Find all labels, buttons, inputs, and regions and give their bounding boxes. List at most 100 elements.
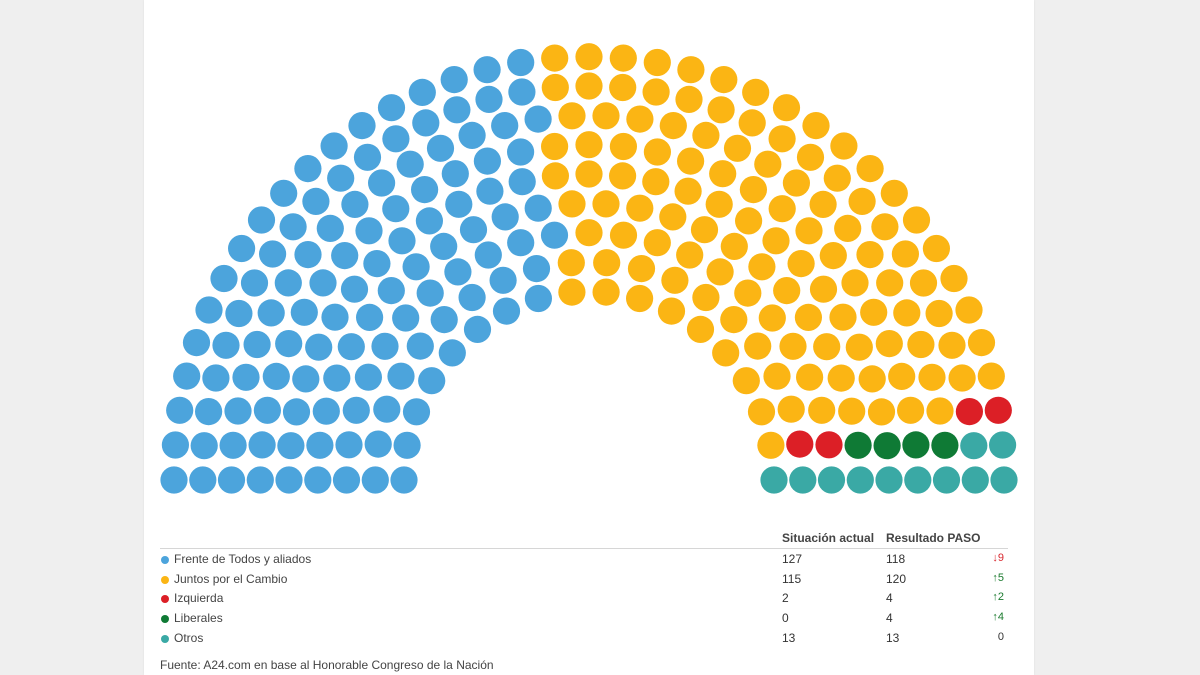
- seat-juntos: [705, 190, 733, 218]
- seat-frente: [274, 269, 302, 297]
- value-paso: 4: [886, 591, 893, 606]
- seat-frente: [440, 66, 468, 94]
- seat-frente: [248, 431, 276, 459]
- legend-dot-otros: [161, 634, 169, 643]
- seat-frente: [491, 203, 519, 231]
- seat-frente: [240, 269, 269, 297]
- seat-frente: [396, 150, 424, 178]
- seat-frente: [492, 297, 521, 325]
- seat-juntos: [592, 102, 620, 130]
- seat-frente: [225, 299, 253, 328]
- seat-frente: [361, 466, 389, 494]
- seat-frente: [524, 284, 552, 313]
- seat-frente: [320, 132, 348, 160]
- seat-juntos: [739, 176, 768, 204]
- seat-juntos: [575, 219, 603, 247]
- seat-otros: [932, 466, 961, 494]
- seat-juntos: [558, 278, 586, 306]
- seat-juntos: [592, 190, 620, 218]
- value-change: ↑5: [992, 571, 1004, 584]
- seat-otros: [990, 466, 1018, 494]
- value-paso: 4: [886, 611, 893, 626]
- seat-juntos: [977, 362, 1005, 390]
- seat-juntos: [609, 221, 638, 249]
- seat-frente: [219, 431, 247, 459]
- seat-juntos: [659, 112, 687, 140]
- seat-frente: [426, 134, 455, 162]
- seat-juntos: [779, 332, 807, 360]
- seat-juntos: [712, 339, 740, 367]
- value-change: ↑2: [992, 591, 1004, 604]
- seat-juntos: [796, 143, 825, 171]
- header-paso: Resultado PASO: [886, 531, 981, 545]
- seat-frente: [382, 125, 410, 153]
- seat-juntos: [902, 206, 931, 234]
- seat-frente: [277, 432, 305, 460]
- seat-juntos: [772, 94, 801, 122]
- seat-juntos: [657, 297, 686, 325]
- seat-frente: [443, 96, 471, 124]
- seat-frente: [247, 206, 276, 234]
- seat-juntos: [709, 160, 737, 188]
- seat-frente: [190, 432, 218, 460]
- seat-frente: [507, 229, 535, 257]
- header-actual: Situación actual: [782, 531, 875, 545]
- seat-juntos: [897, 396, 925, 424]
- seat-frente: [331, 242, 359, 270]
- seat-frente: [402, 253, 430, 281]
- seat-juntos: [710, 66, 738, 94]
- seat-frente: [337, 333, 365, 361]
- seat-juntos: [734, 279, 762, 307]
- seat-juntos: [955, 296, 983, 324]
- seat-frente: [377, 94, 406, 122]
- seat-frente: [392, 304, 420, 332]
- seat-otros: [846, 466, 874, 494]
- seat-frente: [415, 207, 443, 235]
- seat-juntos: [541, 73, 569, 102]
- seat-frente: [463, 315, 492, 343]
- seat-frente: [160, 466, 188, 494]
- seat-juntos: [848, 187, 876, 215]
- seat-juntos: [827, 364, 855, 392]
- seat-frente: [259, 240, 287, 268]
- seat-frente: [540, 221, 569, 249]
- seat-juntos: [967, 329, 996, 357]
- seat-frente: [342, 396, 370, 424]
- seat-juntos: [757, 431, 785, 459]
- seat-juntos: [758, 304, 786, 332]
- seat-juntos: [735, 207, 763, 235]
- seat-juntos: [558, 190, 586, 218]
- seat-juntos: [795, 217, 823, 245]
- seat-juntos: [918, 363, 946, 391]
- seat-juntos: [813, 333, 841, 361]
- seat-juntos: [888, 362, 916, 390]
- seat-frente: [356, 303, 384, 331]
- seat-otros: [960, 432, 988, 460]
- seat-frente: [438, 339, 466, 367]
- seat-juntos: [909, 269, 938, 297]
- seat-juntos: [782, 169, 811, 197]
- value-change: ↓9: [992, 552, 1004, 564]
- seat-juntos: [867, 398, 896, 426]
- seat-frente: [275, 466, 303, 494]
- seat-frente: [257, 299, 285, 327]
- seat-otros: [789, 466, 817, 494]
- seat-juntos: [686, 315, 715, 343]
- seat-juntos: [754, 150, 782, 178]
- seat-frente: [246, 466, 274, 494]
- seat-juntos: [609, 132, 637, 161]
- seat-izquierda: [786, 430, 814, 458]
- seat-juntos: [794, 303, 823, 331]
- seat-juntos: [948, 364, 976, 392]
- seat-liberales: [844, 431, 872, 459]
- seat-juntos: [609, 44, 637, 72]
- seat-juntos: [787, 250, 815, 278]
- seat-frente: [430, 306, 458, 334]
- seat-juntos: [659, 203, 687, 231]
- seat-frente: [507, 138, 535, 166]
- seat-juntos: [926, 397, 954, 425]
- seat-juntos: [643, 229, 671, 257]
- seat-juntos: [677, 147, 705, 175]
- seat-frente: [441, 160, 469, 188]
- seat-frente: [323, 364, 351, 392]
